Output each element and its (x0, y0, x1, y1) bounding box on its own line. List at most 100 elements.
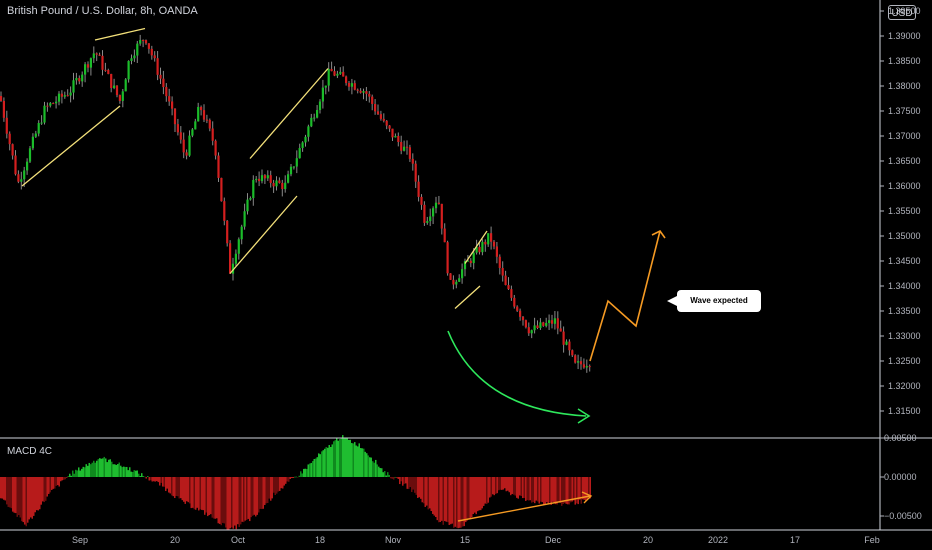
candle-body (420, 196, 423, 205)
candle-body (371, 96, 374, 104)
macd-histogram-bar (151, 477, 153, 482)
macd-histogram-bar (358, 443, 360, 477)
candle-body (208, 119, 211, 129)
candle-body (342, 71, 345, 77)
macd-histogram-bar (412, 477, 414, 490)
macd-histogram-bar (180, 477, 182, 499)
macd-histogram-bar (514, 477, 516, 496)
macd-indicator-label[interactable]: MACD 4C (7, 446, 53, 457)
candle-body (536, 325, 539, 328)
macd-histogram-bar (328, 445, 330, 477)
macd-histogram-bar (33, 477, 35, 516)
macd-histogram-bar (88, 462, 90, 477)
macd-histogram-bar (153, 477, 155, 482)
macd-histogram-bar (13, 477, 15, 513)
candle-body (28, 148, 32, 162)
candle-body (559, 328, 562, 332)
macd-histogram-bar (126, 466, 128, 477)
candle-body (275, 180, 278, 187)
macd-histogram-bar (351, 443, 353, 477)
macd-histogram-bar (441, 477, 443, 521)
macd-tick-label: 0.00000 (884, 472, 917, 482)
macd-histogram-bar (261, 477, 263, 510)
macd-histogram-bar (192, 477, 194, 508)
macd-histogram-bar (450, 477, 452, 525)
macd-histogram-bar (334, 440, 336, 477)
candle-body (516, 306, 519, 311)
candle-body (130, 58, 133, 61)
macd-pane (0, 435, 591, 530)
currency-badge[interactable]: USD (888, 5, 916, 20)
macd-histogram-bar (121, 467, 123, 477)
macd-histogram-bar (255, 477, 257, 517)
candle-body (121, 91, 124, 101)
candle-body (495, 246, 498, 257)
macd-histogram-bar (330, 446, 332, 477)
macd-histogram-bar (58, 477, 60, 487)
macd-histogram-bar (568, 477, 570, 505)
macd-histogram-bar (129, 467, 131, 477)
macd-histogram-bar (510, 477, 512, 496)
macd-histogram-bar (87, 465, 89, 477)
forecast-arrowhead (651, 229, 666, 239)
time-tick-label: Oct (231, 535, 246, 545)
macd-histogram-bar (432, 477, 434, 514)
macd-histogram-bar (133, 470, 135, 477)
macd-histogram-bar (409, 477, 411, 488)
macd-histogram-bar (460, 477, 462, 528)
macd-histogram-bar (508, 477, 510, 493)
candle-body (81, 74, 84, 82)
macd-histogram-bar (103, 456, 105, 477)
candle-body (310, 117, 313, 127)
macd-histogram-bar (312, 461, 314, 477)
macd-histogram-bar (220, 477, 222, 526)
candle-body (14, 155, 17, 175)
macd-histogram-bar (294, 476, 296, 478)
macd-histogram-bar (304, 468, 306, 477)
macd-histogram-bar (69, 473, 71, 477)
price-tick-label: 1.35000 (888, 231, 921, 241)
macd-histogram-bar (210, 477, 212, 515)
candle-body (75, 78, 78, 81)
candle-body (231, 263, 235, 274)
candle-body (185, 152, 188, 156)
macd-histogram-bar (555, 477, 557, 505)
candle-body (339, 71, 342, 74)
candle-body (86, 64, 90, 68)
macd-histogram-bar (436, 477, 438, 521)
macd-histogram-bar (279, 477, 281, 491)
macd-histogram-bar (174, 477, 176, 499)
macd-histogram-bar (139, 476, 141, 477)
candle-body (376, 111, 380, 115)
candle-body (249, 198, 252, 200)
macd-histogram-bar (45, 477, 47, 501)
macd-histogram-bar (259, 477, 261, 509)
macd-histogram-bar (228, 477, 230, 530)
annotations (21, 27, 666, 522)
macd-histogram-bar (438, 477, 440, 523)
candle-body (11, 144, 14, 156)
macd-histogram-bar (442, 477, 444, 525)
macd-histogram-bar (9, 477, 11, 508)
macd-histogram-bar (454, 477, 456, 527)
macd-histogram-bar (114, 464, 116, 477)
candle-body (289, 166, 293, 175)
macd-histogram-bar (214, 477, 216, 519)
time-tick-label: 2022 (708, 535, 728, 545)
macd-histogram-bar (120, 465, 122, 477)
time-tick-label: 20 (643, 535, 653, 545)
macd-histogram-bar (447, 477, 449, 523)
macd-histogram-bar (108, 459, 110, 477)
macd-histogram-bar (177, 477, 179, 497)
candle-body (92, 53, 95, 59)
macd-tick-label: 0.00500 (884, 433, 917, 443)
macd-histogram-bar (580, 477, 582, 504)
candle-body (278, 180, 281, 183)
macd-histogram-bar (426, 477, 428, 506)
macd-histogram-bar (141, 473, 143, 477)
macd-histogram-bar (138, 473, 140, 477)
macd-histogram-bar (408, 477, 410, 489)
macd-histogram-bar (457, 477, 459, 529)
green-arc-arrowhead (577, 408, 591, 424)
